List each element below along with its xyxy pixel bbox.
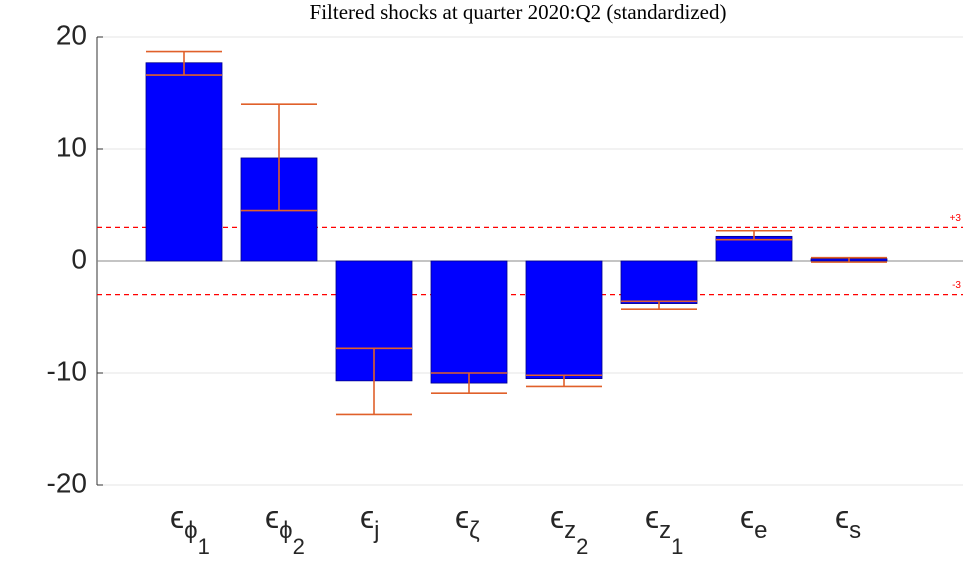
y-tick-label: 10 (56, 131, 87, 162)
label-sub: ϕ (184, 517, 197, 544)
label-sub: j (373, 517, 379, 544)
y-tick-label: 20 (56, 19, 87, 50)
x-tick-label: ϵe (740, 499, 768, 544)
y-tick-label: -20 (47, 467, 87, 498)
label-base: ϵ (455, 499, 469, 535)
y-tick-label: -10 (47, 355, 87, 386)
label-sub2: 2 (293, 534, 305, 559)
label-base: ϵ (360, 499, 374, 535)
x-tick-label: ϵζ (455, 499, 480, 544)
label-sub: ϕ (279, 517, 292, 544)
label-sub: e (754, 517, 767, 544)
bar (430, 260, 508, 384)
bar (620, 260, 698, 304)
label-sub2: 1 (198, 534, 210, 559)
label-sub: ζ (469, 517, 480, 544)
x-tick-label: ϵs (835, 499, 861, 544)
label-base: ϵ (835, 499, 849, 535)
chart-title: Filtered shocks at quarter 2020:Q2 (stan… (310, 0, 727, 24)
label-sub: z (564, 517, 576, 544)
x-tick-label: ϵϕ2 (265, 499, 305, 558)
label-sub2: 2 (576, 534, 588, 559)
x-tick-label: ϵϕ1 (170, 499, 210, 558)
label-base: ϵ (265, 499, 279, 535)
label-base: ϵ (550, 499, 564, 535)
label-base: ϵ (170, 499, 184, 535)
x-tick-label: ϵj (360, 499, 379, 544)
label-sub: z (659, 517, 671, 544)
y-tick-label: 0 (71, 243, 87, 274)
label-base: ϵ (645, 499, 659, 535)
x-tick-label: ϵz1 (645, 499, 683, 558)
bar (145, 62, 223, 262)
reference-label: -3 (952, 280, 961, 291)
reference-label: +3 (950, 213, 962, 224)
x-tick-label: ϵz2 (550, 499, 588, 558)
bar (525, 260, 603, 379)
label-sub: s (849, 517, 861, 544)
label-base: ϵ (740, 499, 754, 535)
label-sub2: 1 (671, 534, 683, 559)
